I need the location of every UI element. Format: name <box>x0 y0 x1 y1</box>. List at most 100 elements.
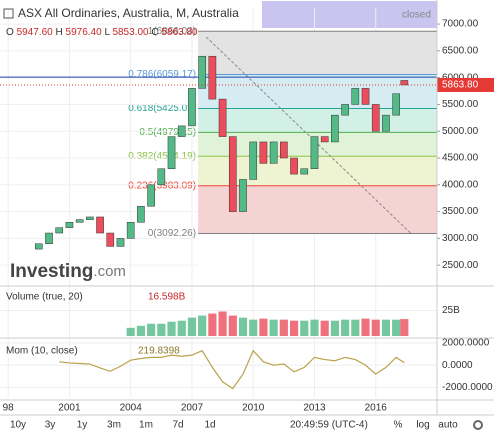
scale-option[interactable]: log <box>416 420 429 431</box>
candle-body <box>75 219 84 223</box>
ohlc-key: C <box>151 27 158 38</box>
candle-body <box>310 136 319 169</box>
fib-zone <box>198 108 437 133</box>
volume-bar <box>310 319 319 336</box>
fib-label: 0.382(4534.19) <box>128 151 196 162</box>
volume-bar <box>198 315 207 336</box>
volume-bar <box>361 318 370 336</box>
x-tick-label: 2004 <box>120 403 143 414</box>
candle-body <box>198 55 206 89</box>
candle-body <box>45 232 53 244</box>
volume-bar <box>136 325 145 336</box>
candle-body <box>86 216 94 220</box>
trendline <box>205 36 411 234</box>
candle-body <box>177 125 186 137</box>
scale-option[interactable]: auto <box>438 420 458 431</box>
range-button[interactable]: 7d <box>172 420 183 431</box>
candle-body <box>361 88 370 105</box>
candle-body <box>239 179 247 212</box>
volume-bar <box>147 323 156 336</box>
fib-zone <box>198 74 437 109</box>
candle-body <box>300 168 309 175</box>
volume-bar <box>177 320 186 336</box>
volume-bar <box>320 320 329 336</box>
collapse-icon[interactable] <box>3 8 14 19</box>
volume-bar <box>157 323 166 336</box>
candle-body <box>371 104 380 132</box>
candle-body <box>96 216 104 234</box>
volume-bar <box>269 319 278 336</box>
y-tick-label: 4500.00 <box>442 153 479 164</box>
scale-option[interactable]: % <box>394 420 403 431</box>
candle-body <box>157 168 166 186</box>
range-button[interactable]: 1m <box>139 420 153 431</box>
y-tick-label: 7000.00 <box>442 19 479 30</box>
candle-body <box>382 114 390 132</box>
candle-body <box>147 184 155 207</box>
volume-bar <box>341 319 350 336</box>
candle-body <box>249 141 258 180</box>
range-button[interactable]: 3m <box>107 420 121 431</box>
pane-label: Volume (true, 20) <box>6 292 83 303</box>
candle-body <box>228 136 237 212</box>
candle-body <box>34 243 43 250</box>
volume-bar <box>392 319 401 336</box>
ohlc-key: L <box>104 27 110 38</box>
candle-body <box>106 232 115 247</box>
chart-title: ASX All Ordinaries, Australia, M, Austra… <box>18 6 239 20</box>
ohlc-key: O <box>6 27 14 38</box>
pane-value: 16.598B <box>148 292 186 303</box>
candle-body <box>392 93 400 116</box>
y-tick-label: 5000.00 <box>442 126 479 137</box>
candle-body <box>351 88 360 105</box>
fib-zone <box>198 185 437 234</box>
fib-label: 1(6866.03) <box>148 26 196 37</box>
candle-body <box>208 55 217 100</box>
x-tick-label: 98 <box>3 403 15 414</box>
volume-bar <box>126 327 135 336</box>
candle-body <box>188 88 196 127</box>
y-tick-label: 3500.00 <box>442 206 479 217</box>
volume-bar <box>381 319 391 336</box>
ohlc-value: 5853.00 <box>112 27 149 38</box>
x-tick-label: 2013 <box>303 403 326 414</box>
momentum-line <box>59 349 405 390</box>
candle-body <box>290 157 298 175</box>
volume-bar <box>238 317 248 336</box>
x-tick-label: 2016 <box>365 403 388 414</box>
candle-body <box>331 114 339 143</box>
plot-layer: 98 2001 2004 2007 2010 2013 2016 1(6866.03) 0.78… <box>0 8 494 414</box>
volume-bar <box>300 320 309 336</box>
candle-body <box>137 205 145 223</box>
volume-bar <box>187 317 197 336</box>
candle-body <box>55 227 64 234</box>
ohlc-key: H <box>56 27 63 38</box>
fib-label: 0.786(6059.17) <box>128 69 196 80</box>
candle-body <box>280 141 288 159</box>
volume-bar <box>371 319 380 336</box>
ohlc-value: 5947.60 <box>17 27 54 38</box>
volume-bar <box>167 321 176 336</box>
candle-body <box>269 141 278 164</box>
range-button[interactable]: 1d <box>204 420 215 431</box>
range-button[interactable]: 10y <box>10 420 26 431</box>
ohlc-value: 5863.80 <box>161 27 198 38</box>
y-tick-label: -2000.0000 <box>442 382 493 393</box>
candle-body <box>400 80 409 86</box>
y-tick-label: 2000.0000 <box>442 338 490 349</box>
pane-label: Mom (10, close) <box>6 346 78 357</box>
fib-label: 0(3092.26) <box>148 228 196 239</box>
ohlc-value: 5976.40 <box>66 27 103 38</box>
volume-bar <box>289 320 299 336</box>
logo: Investing.com <box>10 261 126 282</box>
candle-body <box>320 136 329 143</box>
range-button[interactable]: 1y <box>77 420 88 431</box>
y-tick-label: 6500.00 <box>442 46 479 57</box>
settings-icon[interactable] <box>473 420 483 430</box>
range-button[interactable]: 3y <box>45 420 56 431</box>
fib-label: 0.618(5425.02) <box>128 103 196 114</box>
volume-bar <box>208 313 217 336</box>
volume-bar <box>279 319 288 336</box>
candle-body <box>167 136 176 169</box>
